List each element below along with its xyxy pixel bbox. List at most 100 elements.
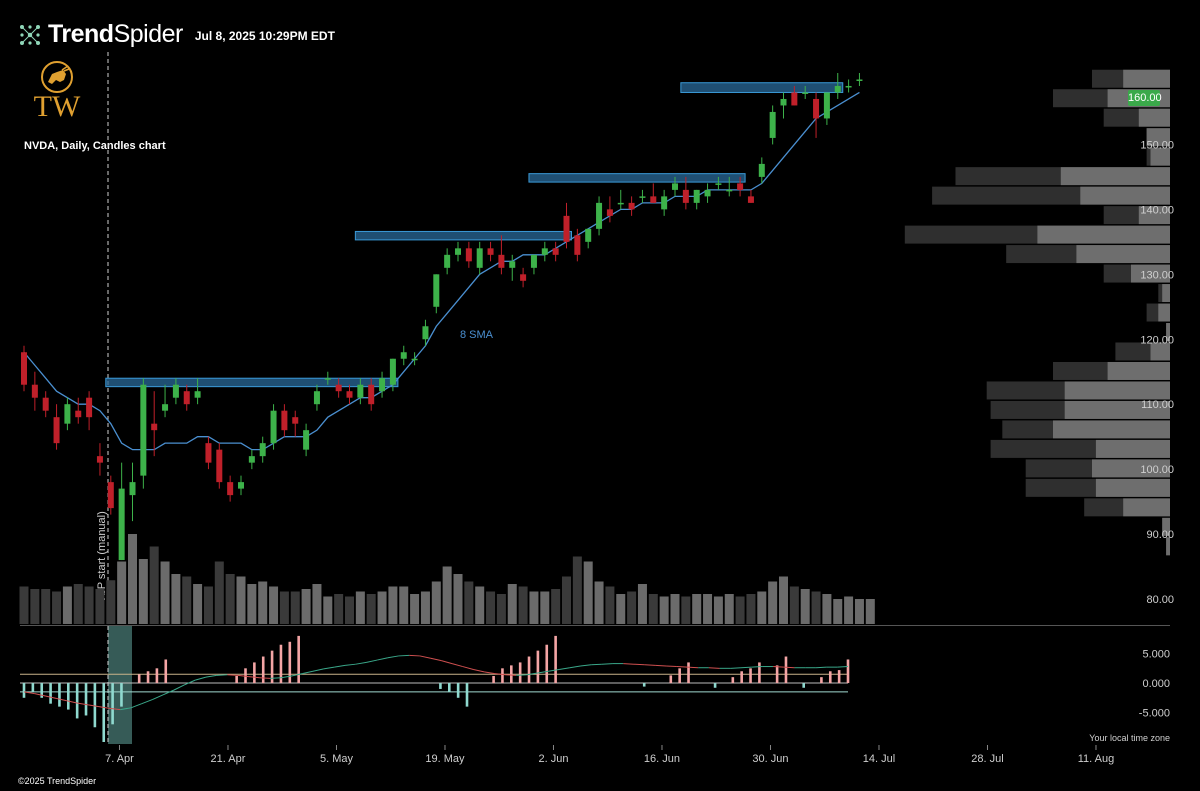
volume-bar — [106, 580, 116, 624]
osc-signal-line — [633, 663, 645, 666]
candle — [747, 189, 754, 203]
volume-bar — [73, 584, 83, 624]
osc-signal-line — [88, 704, 99, 708]
volume-bar — [518, 586, 528, 624]
osc-histogram-bar — [846, 659, 850, 684]
candle — [53, 404, 60, 450]
candle — [151, 391, 158, 457]
vbp-row-up — [1092, 459, 1170, 478]
volume-bar — [160, 561, 170, 624]
osc-signal-line — [708, 667, 720, 669]
candle — [639, 189, 646, 203]
candle — [726, 176, 733, 197]
price-tick-label: 110.00 — [1141, 399, 1174, 411]
candle-body — [183, 391, 190, 405]
volume-bar — [442, 566, 452, 624]
osc-histogram-bar — [244, 668, 247, 684]
osc-histogram-bar — [22, 683, 26, 698]
osc-histogram-bar — [828, 671, 832, 684]
volume-bar — [52, 591, 62, 624]
candle-body — [313, 391, 320, 405]
candle — [227, 475, 234, 502]
candle-body — [205, 443, 212, 463]
vbp-row-up — [1064, 381, 1170, 400]
osc-signal-line — [227, 674, 239, 676]
candle-body — [704, 189, 711, 197]
candle — [140, 378, 147, 489]
vbp-row-up — [1166, 537, 1170, 556]
volume-bar — [388, 586, 398, 624]
candle-body — [303, 430, 310, 450]
osc-histogram-bar — [527, 656, 531, 684]
candle-body — [802, 92, 809, 94]
candle — [541, 241, 548, 262]
osc-histogram-bar — [713, 683, 717, 688]
volume-bar — [670, 594, 680, 624]
volume-bar — [236, 576, 246, 624]
resistance-zone — [680, 82, 844, 93]
osc-signal-line — [505, 674, 517, 676]
volume-bar — [779, 576, 788, 624]
osc-signal-line — [120, 707, 132, 711]
candle-body — [129, 482, 136, 496]
osc-signal-line — [730, 667, 742, 669]
candle — [487, 241, 494, 262]
candle — [194, 378, 201, 405]
osc-histogram-bar — [740, 671, 743, 684]
osc-signal-line — [377, 657, 388, 661]
volume-bar — [323, 596, 333, 624]
candle-body — [672, 183, 678, 190]
osc-histogram-bar — [749, 668, 752, 684]
price-tick-label: 80.00 — [1146, 594, 1174, 606]
candle-body — [281, 410, 288, 431]
candle — [172, 378, 179, 405]
vbp-row-up — [1146, 128, 1170, 147]
candle-body — [162, 404, 169, 411]
osc-histogram-bar — [536, 650, 540, 684]
candle — [368, 378, 375, 411]
tw-logo: TW — [26, 60, 88, 124]
volume-bar — [724, 594, 734, 624]
timezone-note: Your local time zone — [1089, 733, 1170, 743]
candle-body — [650, 196, 657, 203]
candle — [693, 189, 700, 210]
osc-histogram-bar — [261, 656, 265, 684]
osc-signal-line — [109, 707, 121, 711]
osc-histogram-bar — [58, 683, 61, 707]
candle-body — [140, 384, 147, 476]
osc-histogram-bar — [49, 683, 52, 704]
volume-bar — [844, 596, 854, 624]
volume-bar — [171, 574, 181, 624]
volume-bar — [301, 589, 311, 624]
candle — [444, 248, 451, 275]
osc-signal-line — [430, 657, 442, 662]
volume-bar — [41, 589, 51, 624]
resistance-zone — [105, 377, 399, 388]
osc-signal-line — [66, 700, 78, 704]
osc-histogram-bar — [758, 662, 761, 684]
volume-bar — [529, 591, 539, 624]
vbp-row-up — [1095, 439, 1170, 458]
candle-body — [259, 443, 266, 457]
osc-tick-label: 0.000 — [1142, 678, 1170, 690]
candle — [357, 378, 364, 405]
osc-signal-line — [387, 655, 399, 659]
candle — [379, 371, 386, 398]
candle-body — [96, 456, 103, 463]
candle-body — [606, 209, 613, 216]
candle-body — [227, 482, 234, 496]
vbp-row-up — [1138, 206, 1170, 225]
candle-body — [715, 183, 722, 185]
candle — [606, 196, 613, 223]
volume-bar — [572, 556, 582, 624]
candle — [563, 202, 570, 249]
candle — [31, 371, 38, 411]
osc-signal-line — [55, 697, 67, 702]
candle — [682, 176, 689, 210]
volume-bar — [128, 534, 137, 624]
volume-bar — [355, 591, 365, 624]
candle — [672, 176, 678, 197]
date-tick-label: 30. Jun — [752, 753, 788, 765]
volume-bar — [789, 586, 799, 624]
